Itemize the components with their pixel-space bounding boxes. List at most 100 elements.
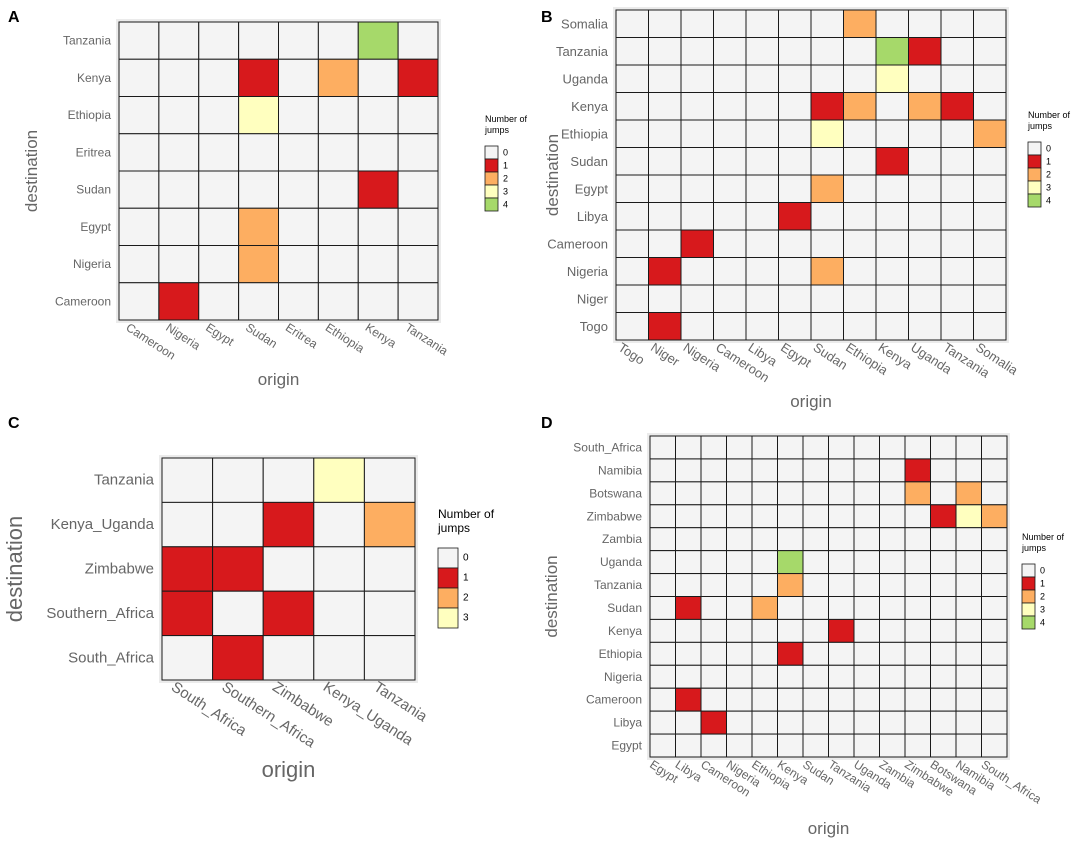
heatmap-cell <box>940 9 974 38</box>
heatmap-cell <box>278 170 319 209</box>
y-tick-label: Sudan <box>570 154 608 169</box>
heatmap-cell <box>751 641 778 666</box>
x-tick-label: Egypt <box>647 757 681 786</box>
heatmap-cell <box>198 21 240 60</box>
heatmap-cell <box>726 710 753 735</box>
heatmap-cell <box>777 573 804 597</box>
heatmap-cell <box>317 245 359 284</box>
heatmap-cell <box>828 687 855 712</box>
heatmap-cell <box>940 202 974 231</box>
heatmap-cell <box>198 58 240 97</box>
heatmap-cell <box>648 312 682 341</box>
heatmap-cell <box>680 257 714 286</box>
heatmap-cell <box>615 312 649 341</box>
heatmap-cell <box>675 596 702 620</box>
heatmap-cell <box>648 92 682 121</box>
heatmap-cell <box>713 92 747 121</box>
heatmap-cell <box>904 710 931 735</box>
heatmap-cell <box>981 527 1008 552</box>
heatmap-cell <box>262 590 315 637</box>
heatmap-cell <box>648 229 682 258</box>
legend-title: jumps <box>1021 543 1047 553</box>
heatmap-cell <box>161 635 214 681</box>
panel-d: D South_Africa Namibia Botswana Zimbabwe Zamb… <box>541 415 1065 838</box>
heatmap-cell <box>649 504 676 529</box>
y-tick-label: Kenya_Uganda <box>51 516 155 533</box>
heatmap-cell <box>313 590 365 637</box>
heatmap-cell <box>778 312 812 341</box>
heatmap-cell <box>212 546 264 592</box>
legend-label: 0 <box>503 148 508 158</box>
heatmap-cell <box>751 687 778 712</box>
heatmap-cell <box>118 207 160 246</box>
heatmap-cell <box>615 9 649 38</box>
heatmap-cell <box>648 284 682 313</box>
heatmap-cell <box>680 202 714 231</box>
heatmap-cell <box>615 257 649 286</box>
legend-title: jumps <box>484 125 510 135</box>
heatmap-cell <box>648 147 682 176</box>
heatmap-cell <box>745 147 779 176</box>
heatmap-cell <box>649 733 676 758</box>
heatmap-cell <box>810 284 844 313</box>
heatmap-cell <box>675 458 702 483</box>
heatmap-cell <box>875 147 909 176</box>
heatmap-cell <box>908 9 942 38</box>
heatmap-cell <box>262 635 315 681</box>
y-tick-label: Libya <box>613 716 642 730</box>
heatmap-cell <box>955 481 982 506</box>
heatmap-cell <box>713 312 747 341</box>
legend-title: Number of <box>438 507 495 521</box>
y-tick-label: Namibia <box>598 463 642 477</box>
heatmap-cell <box>262 546 315 592</box>
heatmap-cell <box>973 92 1007 121</box>
heatmap-cell <box>843 147 877 176</box>
heatmap-cell <box>680 229 714 258</box>
heatmap-cell <box>675 573 702 597</box>
heatmap-cell <box>726 527 753 552</box>
heatmap-cell <box>940 174 974 203</box>
heatmap-cell <box>940 147 974 176</box>
heatmap-cell <box>981 687 1008 712</box>
heatmap-cell <box>875 37 909 66</box>
legend-swatch <box>1027 141 1042 156</box>
heatmap-cell <box>973 284 1007 313</box>
heatmap-cell <box>648 202 682 231</box>
heatmap-cell <box>726 504 753 529</box>
heatmap-cell <box>238 133 279 172</box>
heatmap-cell <box>363 546 416 592</box>
legend-swatch <box>1021 602 1036 617</box>
heatmap-cell <box>843 119 877 148</box>
heatmap-cell <box>278 133 319 172</box>
heatmap-cell <box>751 458 778 483</box>
heatmap-cell <box>745 202 779 231</box>
heatmap-cell <box>118 282 160 321</box>
heatmap-cell <box>879 550 906 575</box>
heatmap-cell <box>973 229 1007 258</box>
panel-letter: D <box>541 415 553 432</box>
heatmap-cell <box>777 641 804 666</box>
heatmap-cell <box>843 257 877 286</box>
heatmap-cell <box>363 457 416 503</box>
heatmap-cell <box>700 733 727 758</box>
heatmap-cell <box>317 133 359 172</box>
legend-swatch <box>1021 576 1036 591</box>
heatmap-cell <box>973 37 1007 66</box>
y-tick-label: Zambia <box>602 532 642 546</box>
heatmap-cell <box>615 119 649 148</box>
heatmap-cell <box>777 733 804 758</box>
heatmap-cell <box>843 174 877 203</box>
heatmap-cell <box>777 596 804 620</box>
heatmap-cell <box>777 458 804 483</box>
x-tick-label: Tanzania <box>403 320 451 358</box>
heatmap-cell <box>357 207 399 246</box>
y-tick-label: Egypt <box>611 739 642 753</box>
heatmap-cell <box>397 207 439 246</box>
panel-letter: C <box>8 415 20 432</box>
legend-label: 1 <box>1046 157 1051 167</box>
heatmap-cell <box>810 229 844 258</box>
heatmap-cell <box>675 435 702 460</box>
heatmap-cell <box>940 229 974 258</box>
heatmap-cell <box>680 119 714 148</box>
legend-label: 3 <box>503 187 508 197</box>
